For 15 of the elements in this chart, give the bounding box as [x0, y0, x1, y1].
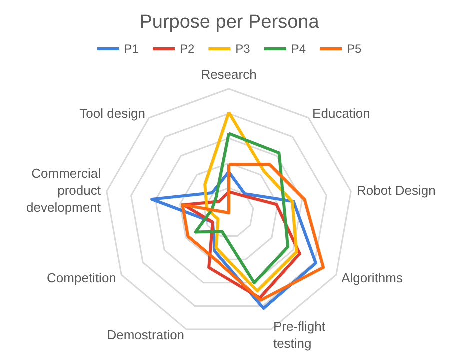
spoke-label: Robot Design	[357, 182, 436, 198]
legend-label: P4	[291, 42, 306, 56]
legend-label: P1	[124, 42, 140, 56]
spoke-label: Demostration	[107, 328, 185, 343]
legend-label: P3	[236, 42, 251, 56]
legend-label: P2	[180, 42, 195, 56]
spoke-label: Commercial product development	[26, 166, 102, 215]
legend-label: P5	[347, 42, 362, 56]
spoke-label: Competition	[47, 270, 116, 286]
chart-title: Purpose per Persona	[140, 12, 320, 33]
spoke-label: Algorithms	[342, 270, 404, 286]
spoke-label: Tool design	[80, 106, 146, 121]
spoke-label: Pre-flight testing	[273, 319, 326, 352]
spoke-label: Research	[201, 67, 257, 82]
spoke-label: Education	[312, 106, 370, 121]
